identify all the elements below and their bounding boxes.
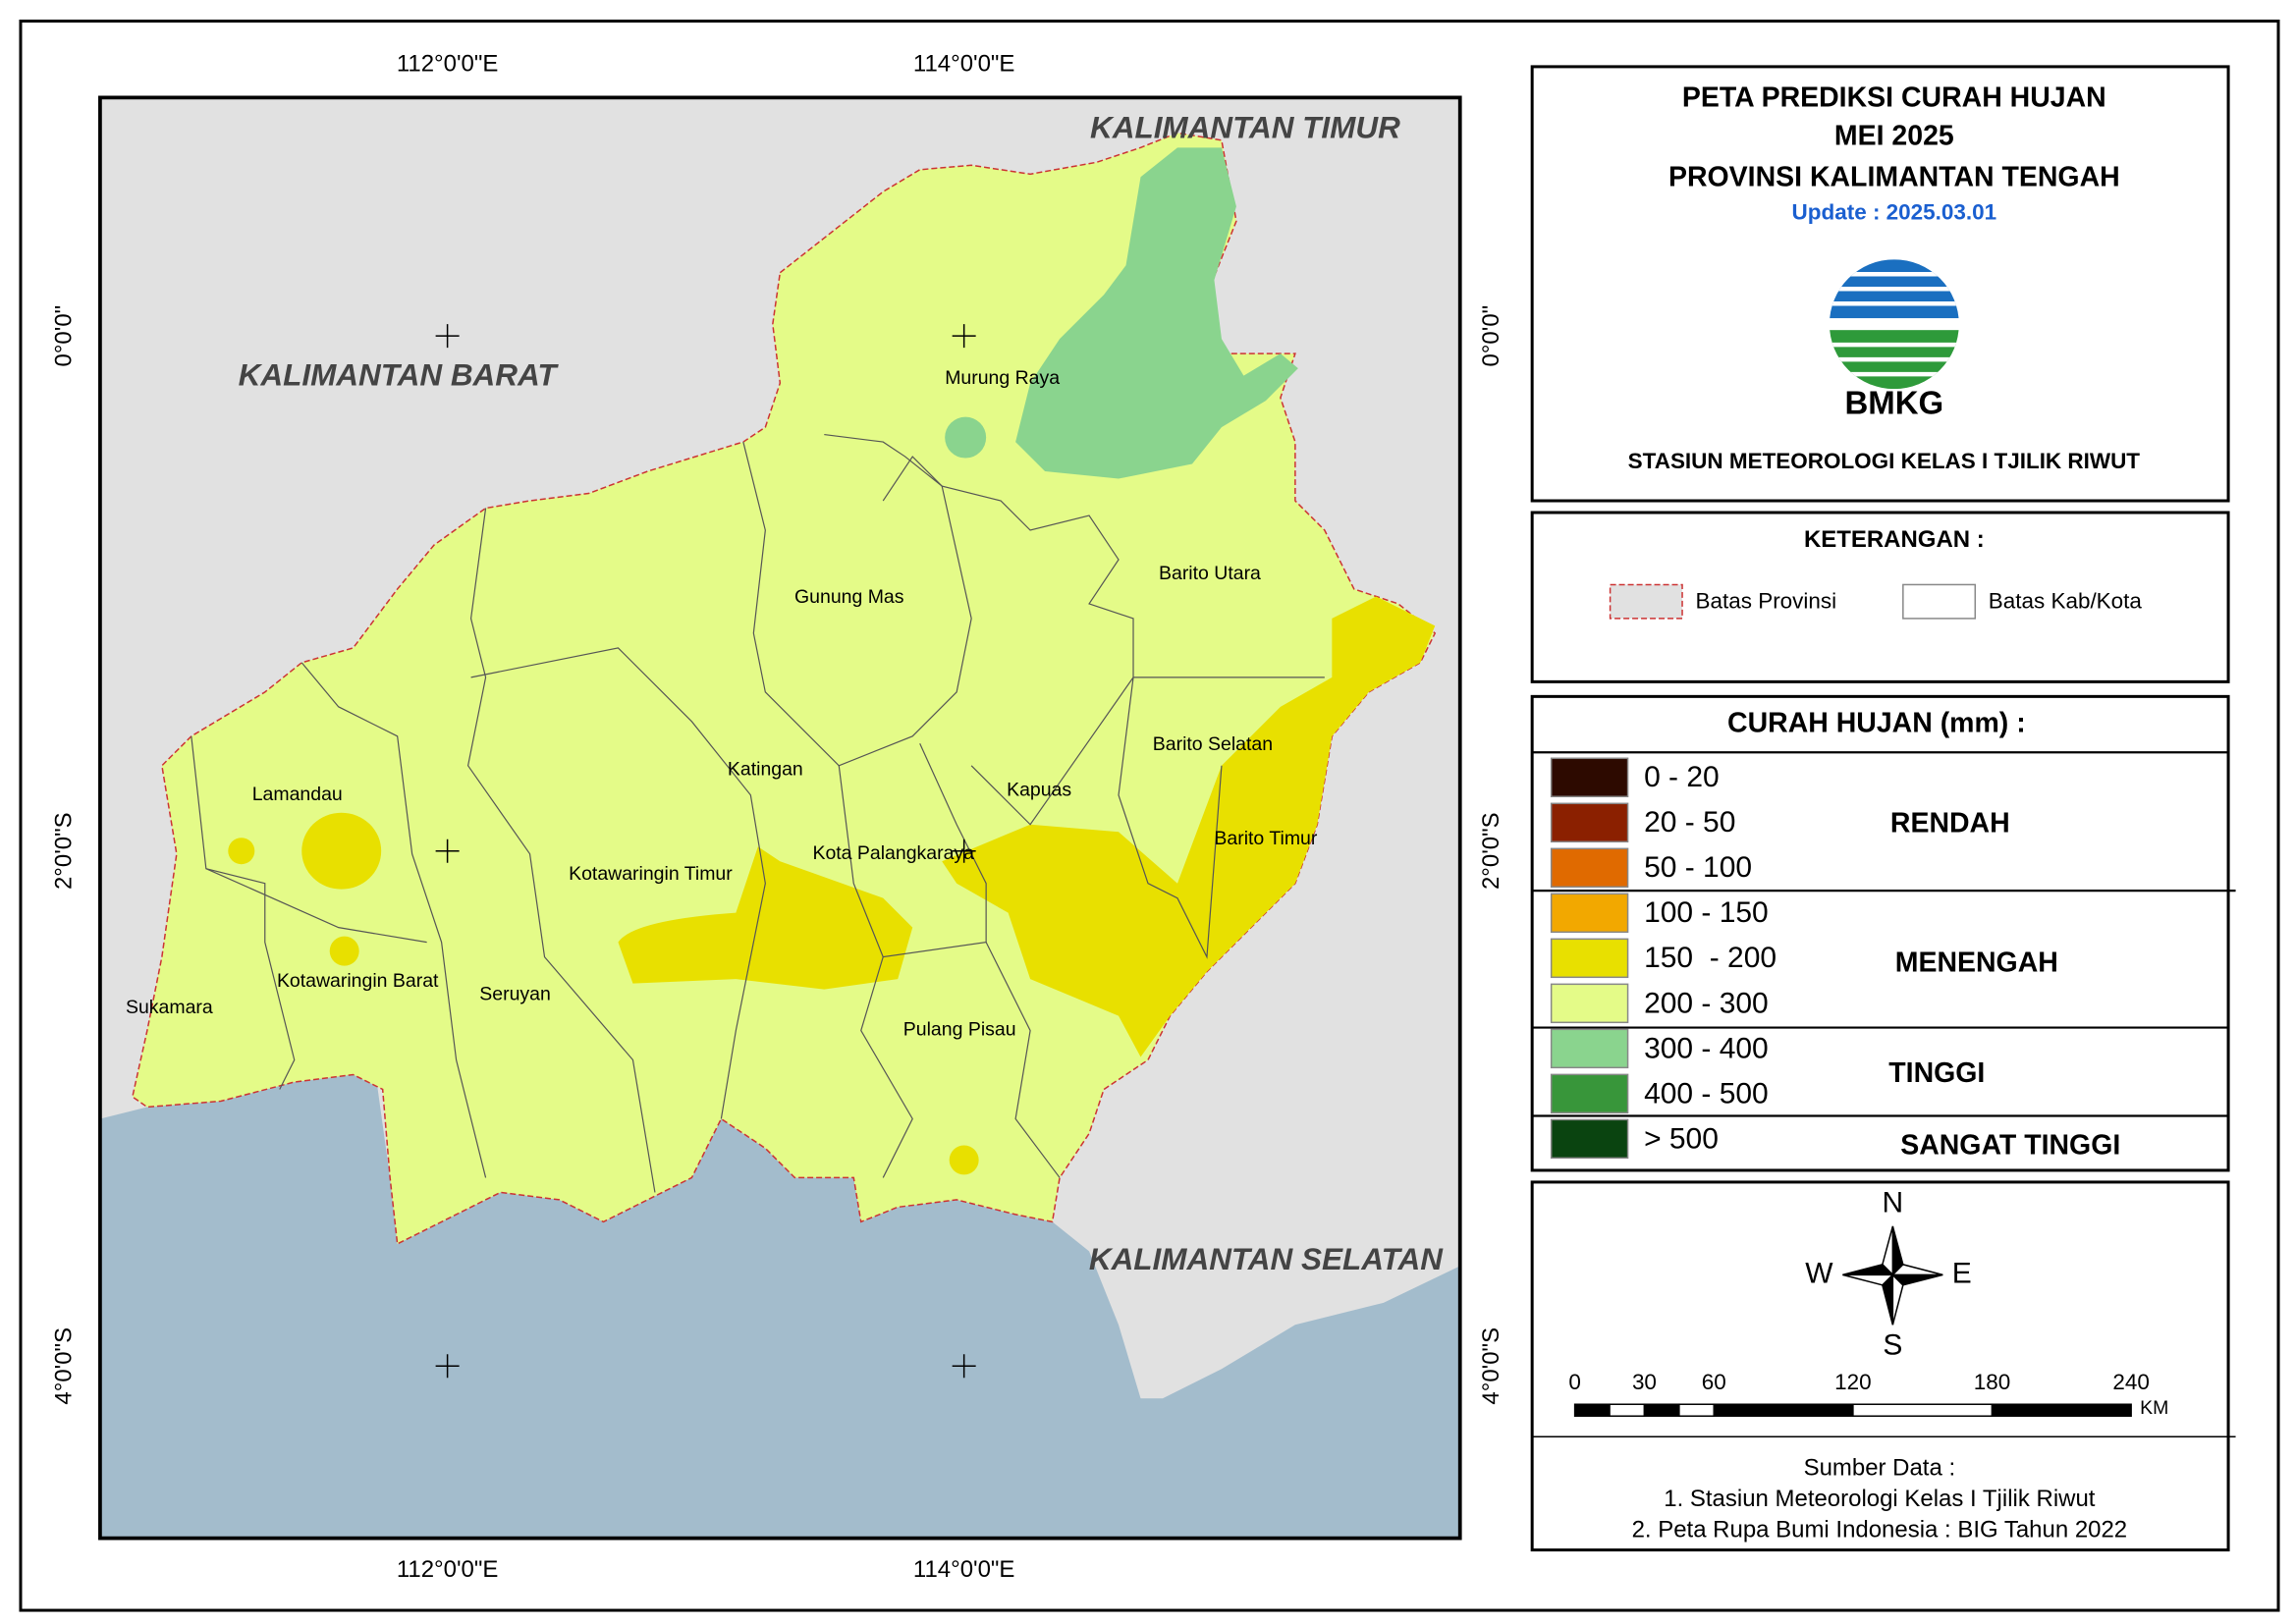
neighbor-label: KALIMANTAN BARAT bbox=[239, 357, 560, 392]
scale-segment bbox=[1573, 1403, 1611, 1417]
scale-tick-label: 240 bbox=[2112, 1370, 2149, 1394]
lat-label: 2°0'0"S bbox=[1478, 812, 1504, 890]
title-line: PETA PREDIKSI CURAH HUJAN bbox=[1682, 81, 2106, 113]
scale-tick-label: 60 bbox=[1702, 1370, 1726, 1394]
regency-label: Pulang Pisau bbox=[903, 1019, 1016, 1041]
map-frame bbox=[98, 95, 1462, 1541]
legend-label: 150 - 200 bbox=[1644, 942, 1777, 974]
legend-label: 50 - 100 bbox=[1644, 851, 1752, 884]
compass-letter: W bbox=[1805, 1257, 1833, 1289]
scale-tick-label: 0 bbox=[1568, 1370, 1581, 1394]
lon-label: 114°0'0"E bbox=[913, 51, 1015, 78]
compass-letter: E bbox=[1952, 1257, 1972, 1289]
regency-boundaries bbox=[191, 433, 1325, 1193]
regency-label: Barito Timur bbox=[1214, 828, 1317, 849]
regency-label: Kapuas bbox=[1007, 779, 1071, 800]
legend-label: 400 - 500 bbox=[1644, 1077, 1769, 1110]
legend-label: 300 - 400 bbox=[1644, 1032, 1769, 1064]
legend-title: CURAH HUJAN (mm) : bbox=[1727, 707, 2026, 738]
legend-category: TINGGI bbox=[1888, 1057, 1985, 1089]
graticule-crosses bbox=[435, 324, 976, 1379]
regency-label: Lamandau bbox=[252, 784, 343, 805]
station-name: STASIUN METEOROLOGI KELAS I TJILIK RIWUT bbox=[1628, 449, 2141, 473]
compass-rose bbox=[1842, 1225, 1943, 1326]
province-swatch bbox=[1609, 583, 1683, 620]
neighbor-label: KALIMANTAN SELATAN bbox=[1089, 1242, 1444, 1276]
rain-150-200 bbox=[228, 596, 1436, 1175]
legend-swatch bbox=[1550, 802, 1629, 843]
legend-swatch bbox=[1550, 1028, 1629, 1069]
scale-segment bbox=[1643, 1403, 1680, 1417]
scale-segment bbox=[1991, 1403, 2132, 1417]
legend-swatch bbox=[1550, 1073, 1629, 1114]
keterangan-item: Batas Kab/Kota bbox=[1989, 588, 2143, 613]
legend-swatch bbox=[1550, 847, 1629, 889]
scale-tick-label: 180 bbox=[1974, 1370, 2011, 1394]
update-date: Update : 2025.03.01 bbox=[1792, 200, 1997, 225]
regency-label: Barito Selatan bbox=[1153, 733, 1273, 755]
legend-swatch bbox=[1550, 757, 1629, 798]
scale-tick-label: 120 bbox=[1834, 1370, 1872, 1394]
rain-300-400 bbox=[945, 416, 987, 459]
lat-label: 2°0'0"S bbox=[50, 812, 77, 890]
legend-swatch bbox=[1550, 938, 1629, 979]
scale-segment bbox=[1678, 1403, 1716, 1417]
neighbor-label: KALIMANTAN TIMUR bbox=[1090, 111, 1400, 145]
legend-label: 100 - 150 bbox=[1644, 896, 1769, 929]
legend-category: RENDAH bbox=[1890, 807, 2010, 839]
lon-label: 112°0'0"E bbox=[397, 51, 499, 78]
scale-tick-label: 30 bbox=[1632, 1370, 1657, 1394]
regency-label: Barito Utara bbox=[1159, 563, 1261, 584]
source-line: 1. Stasiun Meteorologi Kelas I Tjilik Ri… bbox=[1664, 1486, 2096, 1512]
regency-label: Kotawaringin Timur bbox=[569, 863, 733, 885]
lon-label: 112°0'0"E bbox=[397, 1556, 499, 1583]
legend-category: SANGAT TINGGI bbox=[1900, 1129, 2120, 1161]
lat-label: 0°0'0" bbox=[50, 305, 77, 367]
regency-label: Kota Palangkaraya bbox=[812, 842, 974, 864]
lon-label: 114°0'0"E bbox=[913, 1556, 1015, 1583]
lat-label: 4°0'0"S bbox=[1478, 1327, 1504, 1405]
legend-swatch bbox=[1550, 983, 1629, 1024]
sea bbox=[99, 1071, 1460, 1539]
regency-label: Katingan bbox=[728, 758, 803, 780]
legend-swatch bbox=[1550, 1118, 1629, 1160]
regency-label: Sukamara bbox=[126, 997, 213, 1018]
source-line: 2. Peta Rupa Bumi Indonesia : BIG Tahun … bbox=[1632, 1516, 2128, 1543]
lat-label: 4°0'0"S bbox=[50, 1327, 77, 1405]
rain-300-400 bbox=[1015, 147, 1298, 479]
title-line: MEI 2025 bbox=[1834, 120, 1954, 151]
regency-swatch bbox=[1902, 583, 1977, 620]
logo-text: BMKG bbox=[1844, 384, 1943, 420]
legend-panel bbox=[1530, 694, 2230, 1172]
scale-bar: 0 30 60 120 180 240 bbox=[1568, 1370, 2150, 1417]
source-title: Sumber Data : bbox=[1804, 1455, 1956, 1482]
compass-letter: N bbox=[1883, 1186, 1904, 1218]
legend-label: 0 - 20 bbox=[1644, 761, 1720, 793]
lat-label: 0°0'0" bbox=[1478, 305, 1504, 367]
regency-label: Murung Raya bbox=[945, 367, 1060, 389]
legend-swatch bbox=[1550, 893, 1629, 934]
keterangan-title: KETERANGAN : bbox=[1804, 526, 1985, 553]
compass-letter: S bbox=[1883, 1329, 1902, 1362]
scale-segment bbox=[1852, 1403, 1994, 1417]
info-panel bbox=[1530, 1180, 2230, 1552]
title-line: PROVINSI KALIMANTAN TENGAH bbox=[1668, 161, 2120, 192]
legend-separators bbox=[1532, 751, 2236, 1117]
scale-unit: KM bbox=[2140, 1397, 2168, 1419]
regency-label: Gunung Mas bbox=[794, 586, 904, 608]
regency-label: Kotawaringin Barat bbox=[277, 970, 439, 992]
regency-label: Seruyan bbox=[479, 984, 551, 1005]
scale-segment bbox=[1609, 1403, 1646, 1417]
legend-category: MENENGAH bbox=[1895, 947, 2058, 979]
legend-label: 200 - 300 bbox=[1644, 987, 1769, 1019]
legend-label: 20 - 50 bbox=[1644, 806, 1735, 839]
keterangan-item: Batas Provinsi bbox=[1696, 588, 1837, 613]
legend-label: > 500 bbox=[1644, 1122, 1719, 1155]
scale-segment bbox=[1713, 1403, 1854, 1417]
